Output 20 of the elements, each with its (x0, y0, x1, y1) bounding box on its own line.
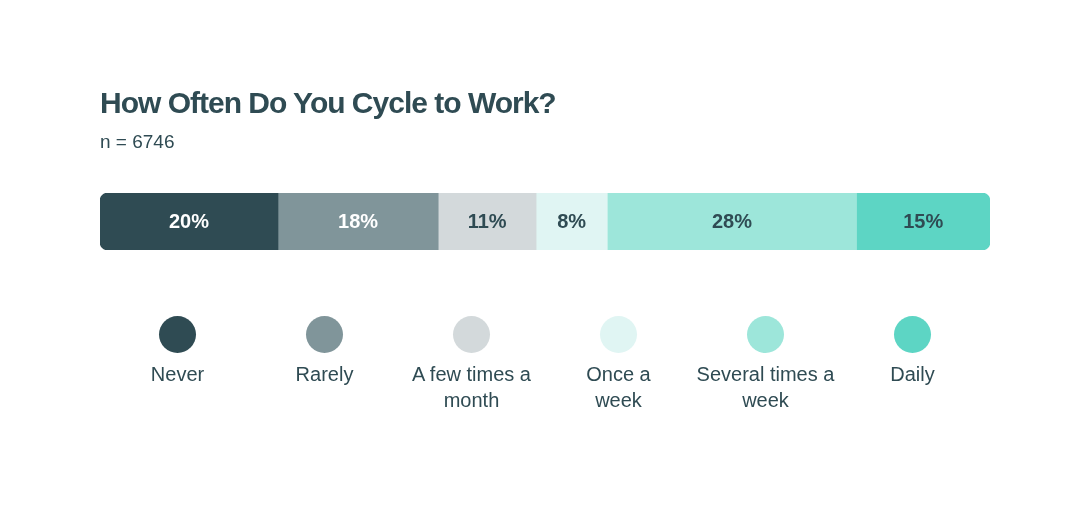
data-label: 11% (467, 210, 507, 233)
bar (856, 193, 990, 250)
legend-label: Never (150, 362, 205, 387)
data-label: 15% (903, 210, 944, 233)
bar (606, 193, 857, 250)
legend-label: Several times a week (695, 362, 836, 413)
legend-label: A few times a month (411, 362, 532, 413)
data-label: 8% (557, 210, 587, 233)
data-label: 18% (338, 210, 379, 233)
data-label: 20% (168, 210, 210, 233)
bar (277, 193, 439, 250)
legend-label: Daily (890, 362, 935, 387)
legend-label: Rarely (295, 362, 354, 387)
bar (437, 193, 537, 250)
legend-label: Once a week (585, 362, 652, 413)
data-label: 28% (711, 210, 753, 233)
chart-subtitle: n = 6746 (100, 131, 175, 153)
chart-title: How Often Do You Cycle to Work? (100, 86, 556, 120)
bar (100, 193, 279, 250)
bar (535, 193, 608, 250)
